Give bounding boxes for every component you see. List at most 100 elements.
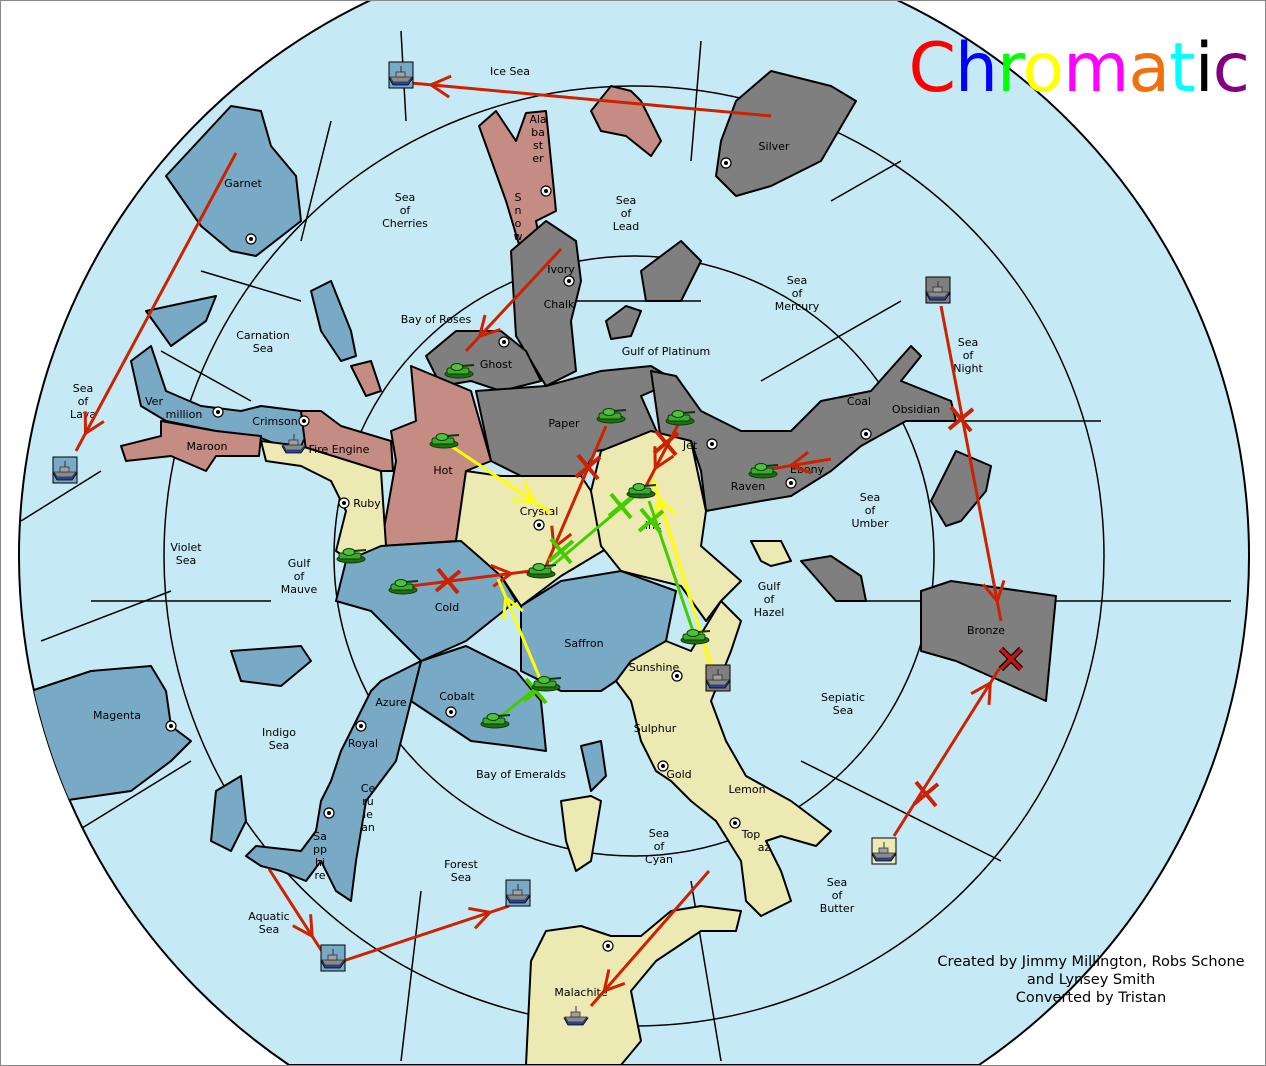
order-yellow xyxy=(496,578,543,682)
territory-roses-islet[interactable] xyxy=(350,360,382,397)
supply-center-icon xyxy=(445,706,457,718)
arrowhead xyxy=(654,454,675,470)
label-alabaster: Ala xyxy=(529,113,546,126)
label-maroon: Maroon xyxy=(187,440,228,453)
fleet-ship-icon[interactable] xyxy=(563,1006,589,1026)
territory-alabaster-snow[interactable] xyxy=(478,110,557,252)
label-carnation-sea: Sea xyxy=(253,342,274,355)
label-gulf-of-hazel: Gulf xyxy=(758,580,782,593)
supply-center-icon xyxy=(563,275,575,287)
territory-night-island[interactable] xyxy=(930,450,992,527)
title-letter: c xyxy=(1212,29,1250,108)
order-red xyxy=(342,904,510,963)
label-sea-of-night: Night xyxy=(953,362,983,375)
fleet-ship-icon[interactable] xyxy=(505,879,531,907)
label-sea-of-lava: Lava xyxy=(70,408,96,421)
army-tank-icon[interactable] xyxy=(388,579,419,595)
territory-platinum-island[interactable] xyxy=(640,240,702,302)
fleet-ship-icon[interactable] xyxy=(925,276,951,304)
supply-center-icon xyxy=(298,415,310,427)
territory-ice-sea-island[interactable] xyxy=(590,85,662,157)
army-tank-icon[interactable] xyxy=(680,629,711,645)
label-gulf-of-mauve: Mauve xyxy=(281,583,318,596)
order-red xyxy=(464,247,563,353)
label-sea-of-cyan: Sea xyxy=(649,827,670,840)
label-vermillion: million xyxy=(166,408,203,421)
territory-ruby[interactable] xyxy=(260,440,387,562)
army-tank-icon[interactable] xyxy=(626,483,657,499)
fleet-ship-icon[interactable] xyxy=(871,837,897,865)
territory-azure-royal-cerulean-sapphire[interactable] xyxy=(245,660,422,902)
label-snow: S xyxy=(515,191,522,204)
label-sea-of-lava: of xyxy=(78,395,90,408)
sea-border xyxy=(300,120,332,242)
label-hot: Hot xyxy=(433,464,453,477)
territory-bronze[interactable] xyxy=(920,580,1057,702)
army-tank-icon[interactable] xyxy=(444,363,475,379)
army-tank-icon[interactable] xyxy=(665,410,696,426)
territory-cobalt[interactable] xyxy=(410,645,547,752)
arrowhead xyxy=(603,981,626,993)
army-tank-icon[interactable] xyxy=(429,433,460,449)
label-sea-of-lead: Lead xyxy=(613,220,639,233)
sea-border xyxy=(760,300,902,382)
label-ice-sea: Ice Sea xyxy=(490,65,530,78)
supply-center-icon xyxy=(323,807,335,819)
credits-line: Created by Jimmy Millington, Robs Schone xyxy=(937,954,1245,970)
arrowhead xyxy=(504,596,524,613)
territory-hazel-island[interactable] xyxy=(800,555,867,602)
dislodged-cross-icon xyxy=(998,646,1024,672)
army-tank-icon[interactable] xyxy=(526,563,557,579)
territory-mauve-island[interactable] xyxy=(230,645,312,687)
label-bronze: Bronze xyxy=(967,624,1005,637)
fleet-ship-icon[interactable] xyxy=(705,664,731,692)
arrowhead xyxy=(657,497,676,515)
army-tank-icon[interactable] xyxy=(748,463,779,479)
arrowhead xyxy=(995,579,1006,602)
label-cerulean: ru xyxy=(362,795,374,808)
army-tank-icon[interactable] xyxy=(336,548,367,564)
arrowhead xyxy=(478,314,487,337)
territory-labels: Ice SeaSilverGarnetSeaofCherriesAlabaste… xyxy=(70,65,1005,999)
territory-paper[interactable] xyxy=(475,365,677,477)
territory-maroon[interactable] xyxy=(120,420,262,472)
label-sapphire: Sa xyxy=(313,830,327,843)
army-tank-icon[interactable] xyxy=(596,408,627,424)
supply-center-icon xyxy=(533,519,545,531)
arrowhead xyxy=(292,924,313,938)
territory-carnation-island[interactable] xyxy=(145,295,217,347)
supply-center-icon xyxy=(540,185,552,197)
order-red xyxy=(402,564,532,595)
fleet-ship-icon[interactable] xyxy=(52,456,78,484)
label-lemon: Lemon xyxy=(728,783,765,796)
order-green xyxy=(637,500,697,638)
army-tank-icon[interactable] xyxy=(480,713,511,729)
label-ivory: Ivory xyxy=(547,263,575,276)
fleet-ship-icon[interactable] xyxy=(388,61,414,89)
arrowhead xyxy=(468,906,491,914)
label-sea-of-umber: of xyxy=(865,504,877,517)
fleet-ship-icon[interactable] xyxy=(320,944,346,972)
failed-order-cross-icon xyxy=(607,492,635,520)
title-letter: t xyxy=(1169,29,1196,108)
label-sea-of-umber: Sea xyxy=(860,491,881,504)
territory-cherries-island[interactable] xyxy=(310,280,357,362)
order-red xyxy=(74,152,238,452)
territory-platinum-islet[interactable] xyxy=(605,305,642,340)
sea-border xyxy=(800,760,1002,862)
label-alabaster: st xyxy=(533,139,544,152)
territory-cyan-island[interactable] xyxy=(560,795,602,872)
fleet-ship-icon[interactable] xyxy=(281,434,307,454)
territory-cold[interactable] xyxy=(335,540,517,662)
sea-border xyxy=(333,255,935,857)
territory-emeralds-island[interactable] xyxy=(580,740,607,792)
label-vermillion: Ver xyxy=(145,395,163,408)
arrowhead xyxy=(970,681,992,695)
territory-hazel-islet[interactable] xyxy=(750,540,792,567)
territory-sunshine-sulphur-gold-lemon-topaz[interactable] xyxy=(615,600,832,917)
army-tank-icon[interactable] xyxy=(531,676,562,692)
label-forest-sea: Sea xyxy=(451,871,472,884)
label-gulf-of-platinum: Gulf of Platinum xyxy=(622,345,710,358)
territory-silver[interactable] xyxy=(715,70,857,197)
territory-indigo-island[interactable] xyxy=(210,775,247,852)
